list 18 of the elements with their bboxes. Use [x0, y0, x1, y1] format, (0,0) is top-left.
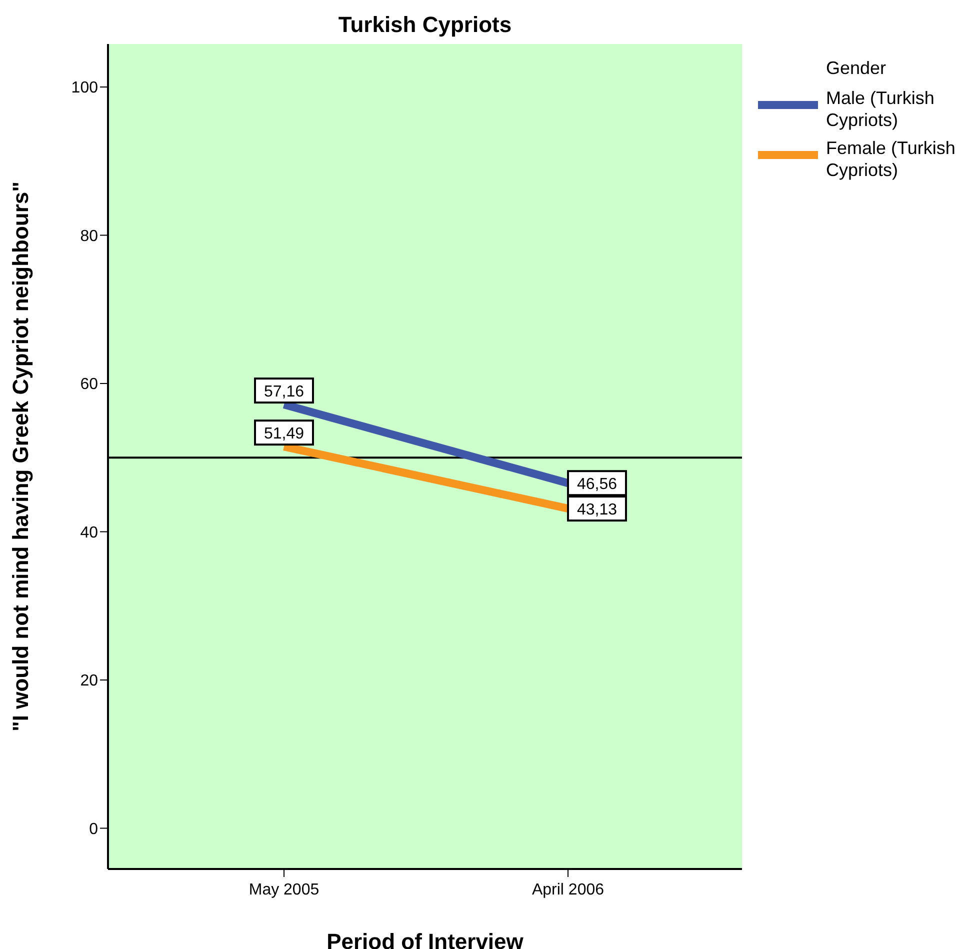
y-tick-label: 60 [80, 376, 98, 394]
legend-label: Male (Turkish Cypriots) [826, 87, 936, 131]
y-tick-label: 100 [71, 80, 98, 97]
data-label: 43,13 [576, 502, 618, 519]
y-tick-label: 40 [80, 524, 98, 542]
x-tick-label: April 2006 [532, 881, 604, 898]
data-label: 57,16 [264, 384, 304, 401]
legend-label: Female (Turkish Cypriots) [826, 137, 956, 181]
y-tick-label: 0 [89, 820, 98, 838]
x-tick-label: May 2005 [248, 881, 320, 898]
data-label: 46,56 [576, 476, 618, 494]
y-tick-label: 80 [80, 228, 98, 245]
y-axis-title: "I would not mind having Greek Cypriot neighbours" [8, 181, 33, 732]
y-tick-label: 20 [80, 672, 98, 690]
x-axis-title: Period of Interview [326, 929, 524, 949]
chart-title: Turkish Cypriots [338, 12, 512, 37]
data-label: 51,49 [264, 426, 304, 443]
legend-title: Gender [826, 58, 888, 79]
